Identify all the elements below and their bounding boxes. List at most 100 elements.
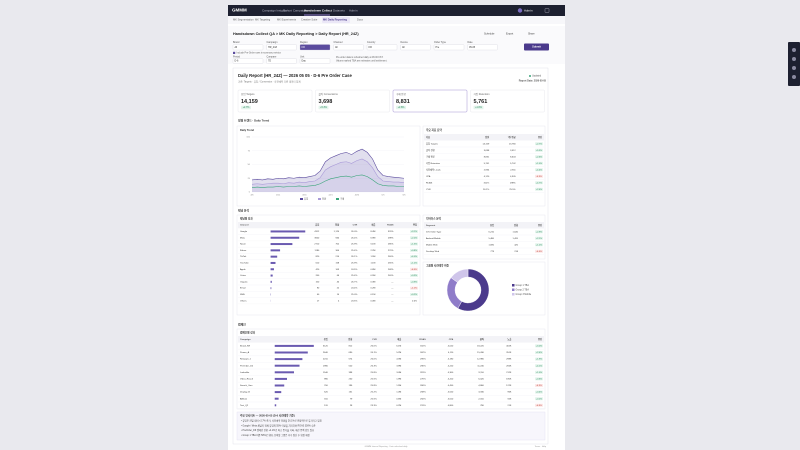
filter-input[interactable] (299, 58, 331, 64)
column-header: 매출 (397, 337, 401, 341)
table-bar (270, 230, 306, 233)
filter-label: Date (468, 41, 474, 44)
legend-label: 유입 (304, 197, 308, 201)
nav-item[interactable]: Cohort Campaigns (283, 8, 309, 12)
filter-input[interactable] (266, 44, 297, 51)
column-header: 지표 (426, 135, 430, 139)
filter-input[interactable] (232, 44, 264, 51)
y-tick-label: 75 (248, 150, 251, 152)
filter-input[interactable] (400, 44, 431, 51)
table-cell: 25.0% (351, 294, 357, 296)
table-cell: +0.2% (536, 398, 542, 400)
kpi-delta: +2.6% (398, 107, 405, 109)
icon-button[interactable] (544, 8, 550, 13)
delta-badge (535, 243, 543, 247)
table-bar (270, 287, 272, 290)
table-cell: +0.3% (411, 275, 417, 277)
column-header: 클릭 (480, 337, 484, 341)
toolbar-icon[interactable] (792, 75, 796, 79)
table-cell: +2.4% (536, 189, 542, 191)
filter-input[interactable] (333, 44, 364, 51)
delta-badge (535, 351, 543, 354)
nav-item[interactable]: Campaign Insights (262, 8, 287, 12)
table-cell: 40 (337, 281, 340, 283)
table-cell: 266K (506, 365, 512, 367)
table-cell: 520 (349, 365, 353, 367)
panel-title: 주요 지표 요약 (426, 128, 442, 132)
status-label: Updated (532, 75, 542, 78)
table-cell: 4,190 (448, 359, 454, 361)
column-header: Channel (240, 225, 249, 227)
legend-label: Group 1 TBA (516, 284, 530, 287)
table-cell: +4.7% (536, 182, 542, 184)
delta-badge (535, 390, 543, 394)
subnav-item[interactable]: MK Targeting (255, 18, 271, 22)
y-tick-label: 100 (246, 137, 250, 139)
side-toolbar (788, 42, 800, 86)
table-cell: 8,604 (510, 156, 516, 158)
header-action[interactable]: Export (506, 33, 514, 36)
filter-label: Channel (334, 41, 343, 44)
filter-label: Compare (267, 56, 278, 59)
table-cell: 2640 (323, 352, 329, 354)
table-cell: 980 (324, 378, 328, 380)
column-header: 전일 (485, 135, 489, 139)
table-cell: +0.6% (536, 378, 542, 380)
delta-badge (535, 357, 543, 361)
table-cell: 310 (324, 398, 328, 400)
filter-input[interactable] (232, 58, 264, 64)
table-cell: 26.4% (351, 237, 357, 239)
table-cell: 0.1M (370, 294, 375, 296)
toolbar-icon[interactable] (792, 57, 796, 61)
table-cell: 780 (480, 405, 484, 407)
table-cell: 4 (338, 300, 340, 302)
filter-label: Region (300, 41, 308, 44)
toolbar-icon[interactable] (792, 66, 796, 70)
subnav-item[interactable]: MK Segmentation (233, 18, 254, 22)
filter-input[interactable] (433, 44, 465, 51)
filter-value: 05-05 (469, 46, 476, 49)
nav-item[interactable]: Handsdown Collect (304, 8, 332, 12)
row-label: Others (240, 299, 247, 302)
kpi-delta: +5.3% (320, 107, 327, 109)
kpi-delta: +2.7% (243, 107, 250, 109)
toolbar-icon[interactable] (792, 48, 796, 52)
column-header: Segment (426, 224, 436, 227)
row-label: Test_Q2 (240, 404, 249, 407)
delta-badge (410, 255, 418, 259)
note-line: • Group 1 TBA 비중 58%로 확대, 모바일 그룹은 추후 정산 … (241, 433, 310, 437)
table-cell: 4,300 (448, 372, 454, 374)
subnav-item[interactable]: MK Daily Reporting (323, 18, 347, 22)
table-cell: 258% (420, 392, 426, 394)
table-cell: 4,450 (448, 385, 454, 387)
filter-label: Country (367, 41, 376, 44)
header-action[interactable]: Share (528, 33, 535, 36)
report-meta: 기준: Targets · 유입 / Conversion · 사전예약 기준 … (238, 80, 300, 84)
subnav-item[interactable]: Docs (357, 18, 364, 22)
delta-badge (535, 142, 543, 146)
checkbox[interactable] (233, 51, 236, 54)
section-title: 캠페인 (238, 323, 246, 327)
subnav-item[interactable]: MK Experiments (277, 18, 297, 22)
table-cell: -0.3% (536, 385, 542, 387)
filter-input[interactable] (266, 58, 297, 64)
table-cell: +3.1% (411, 231, 417, 233)
table-cell: 4,220 (448, 365, 454, 367)
footer-link[interactable]: Terms · Help (535, 446, 547, 448)
table-cell: 1,640 (513, 231, 519, 233)
table-cell: 90 (317, 288, 320, 290)
nav-item[interactable]: Datasets (333, 8, 345, 12)
submit-button[interactable] (524, 43, 549, 51)
footer-text: GMMM Internal Reporting · Data refreshed… (365, 445, 408, 448)
header-action[interactable]: Schedule (484, 33, 495, 36)
table-cell: +4.1% (536, 365, 542, 367)
filter-input[interactable] (366, 44, 398, 51)
subnav-item[interactable]: Creative Suite (301, 18, 318, 22)
avatar[interactable] (517, 8, 523, 13)
filter-input[interactable] (299, 44, 331, 51)
table-cell: 26.7% (351, 281, 357, 283)
nav-item[interactable]: Admin (349, 8, 358, 12)
table-cell: 3,330 (478, 392, 484, 394)
filter-input[interactable] (467, 44, 498, 51)
table-bar (274, 364, 300, 367)
